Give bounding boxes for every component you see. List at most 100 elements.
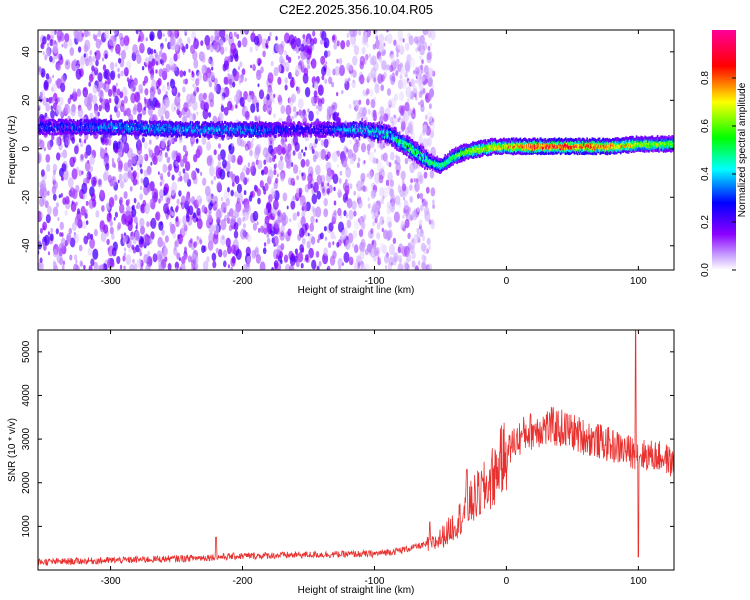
- spectrogram-noise-cell: [430, 121, 435, 131]
- spectrogram-noise-cell: [192, 200, 196, 206]
- spectrogram-noise-cell: [213, 149, 217, 156]
- spectrogram-noise-cell: [248, 194, 253, 202]
- spectrogram-noise-cell: [424, 206, 430, 216]
- spectrogram-noise-cell: [307, 45, 313, 56]
- spectrogram-ridge-cell: [257, 133, 259, 137]
- spectrogram-ridge-cell: [317, 134, 320, 138]
- spectrogram-noise-cell: [213, 175, 216, 181]
- spectrogram-noise-cell: [393, 39, 397, 46]
- spectrogram-noise-cell: [248, 90, 252, 96]
- spectrogram-noise-cell: [150, 73, 155, 81]
- spectrogram-noise-cell: [123, 67, 129, 77]
- spectrogram-ridge-cell: [111, 132, 113, 135]
- spectrogram-noise-cell: [325, 67, 331, 77]
- spectrogram-noise-cell: [249, 166, 254, 173]
- spectrogram-noise-cell: [426, 237, 431, 246]
- spectrogram-noise-cell: [280, 243, 285, 251]
- spectrogram-noise-cell: [188, 205, 194, 216]
- spectrogram-noise-cell: [243, 90, 249, 100]
- spectrogram-noise-cell: [389, 188, 395, 197]
- spectrogram-noise-cell: [191, 70, 194, 75]
- spectrogram-noise-cell: [230, 42, 237, 55]
- spectrogram-noise-cell: [360, 186, 363, 191]
- spectrogram-noise-cell: [145, 263, 151, 270]
- spectrogram-noise-cell: [70, 201, 77, 212]
- spectrogram-noise-cell: [286, 205, 289, 210]
- spectrogram-ridge-cell: [373, 138, 375, 142]
- spectrogram-noise-cell: [425, 186, 430, 194]
- spectrogram-noise-cell: [264, 215, 270, 225]
- spectrogram-noise-cell: [414, 93, 417, 98]
- spectrogram-ridge-cell: [376, 122, 379, 126]
- spectrogram-noise-cell: [309, 223, 315, 232]
- spectrogram-noise-cell: [83, 30, 89, 38]
- spectrogram-noise-cell: [60, 193, 63, 198]
- spectrogram-noise-cell: [428, 78, 433, 87]
- spectrogram-ridge-cell: [180, 133, 183, 137]
- spectrogram-ridge-cell: [179, 123, 181, 127]
- spectrogram-noise-cell: [277, 64, 282, 73]
- spectrogram-ridge-cell: [103, 128, 105, 132]
- spectrogram-noise-cell: [52, 174, 56, 182]
- spectrogram-noise-cell: [243, 190, 247, 196]
- spectrogram-noise-cell: [93, 228, 98, 237]
- spectrogram-noise-cell: [150, 161, 153, 166]
- spectrogram-ridge-cell: [203, 123, 206, 127]
- spectrogram-ridge-cell: [178, 134, 181, 138]
- spectrogram-noise-cell: [136, 102, 143, 113]
- spectrogram-noise-cell: [316, 95, 319, 100]
- spectrogram-noise-cell: [143, 176, 150, 188]
- spectrogram-noise-cell: [139, 252, 142, 257]
- spectrogram-noise-cell: [414, 265, 419, 270]
- spectrogram-noise-cell: [359, 74, 365, 85]
- spectrogram-noise-cell: [312, 30, 316, 37]
- spectrogram-noise-cell: [90, 192, 96, 202]
- spectrogram-noise-cell: [163, 183, 170, 194]
- spectrogram-noise-cell: [397, 246, 401, 254]
- spectrogram-noise-cell: [60, 82, 66, 93]
- spectrogram-noise-cell: [385, 265, 388, 270]
- spectrogram-noise-cell: [175, 218, 180, 228]
- spectrogram-ridge-cell: [152, 131, 155, 135]
- spectrogram-noise-cell: [268, 144, 274, 155]
- spectrogram-noise-cell: [209, 98, 214, 108]
- spectrogram-noise-cell: [268, 169, 274, 180]
- spectrogram-noise-cell: [416, 227, 420, 234]
- spectrogram-ridge-cell: [379, 134, 382, 138]
- spectrogram-noise-cell: [292, 150, 296, 156]
- spectrogram-noise-cell: [213, 84, 218, 92]
- spectrogram-noise-cell: [285, 231, 288, 236]
- spectrogram-noise-cell: [396, 169, 400, 176]
- spectrogram-noise-cell: [225, 77, 230, 85]
- spectrogram-noise-cell: [348, 103, 352, 110]
- spectrogram-ridge-cell: [363, 135, 365, 139]
- spectrogram-noise-cell: [373, 148, 377, 153]
- spectrogram-noise-cell: [227, 264, 230, 269]
- spectrogram-noise-cell: [139, 193, 143, 201]
- spectrogram-noise-cell: [169, 38, 176, 51]
- spectrogram-ridge-cell: [110, 118, 113, 122]
- spectrogram-noise-cell: [418, 174, 424, 185]
- spectrogram-noise-cell: [397, 118, 400, 123]
- spectrogram-noise-cell: [395, 70, 399, 77]
- spectrogram-noise-cell: [432, 204, 435, 209]
- spectrogram-noise-cell: [224, 46, 228, 52]
- spectrogram-noise-cell: [93, 261, 99, 270]
- spectrogram-noise-cell: [105, 202, 110, 209]
- spectrogram-noise-cell: [299, 227, 305, 238]
- spectrogram-noise-cell: [300, 158, 306, 168]
- spectrogram-noise-cell: [59, 96, 64, 106]
- spectrogram-noise-cell: [216, 181, 222, 192]
- spectrogram-ridge-cell: [338, 131, 341, 135]
- spectrogram-noise-cell: [89, 154, 95, 166]
- spectrogram-noise-cell: [70, 106, 76, 117]
- spectrogram-noise-cell: [174, 95, 181, 107]
- spectrogram-noise-cell: [252, 210, 259, 222]
- spectrogram-noise-cell: [137, 38, 140, 43]
- spectrogram-noise-cell: [285, 54, 289, 61]
- spectrogram-noise-cell: [341, 229, 347, 240]
- spectrogram-noise-cell: [131, 153, 137, 165]
- spectrogram-ridge-cell: [243, 131, 245, 135]
- spectrogram-ridge-cell: [369, 122, 372, 126]
- spectrogram-noise-cell: [39, 257, 43, 264]
